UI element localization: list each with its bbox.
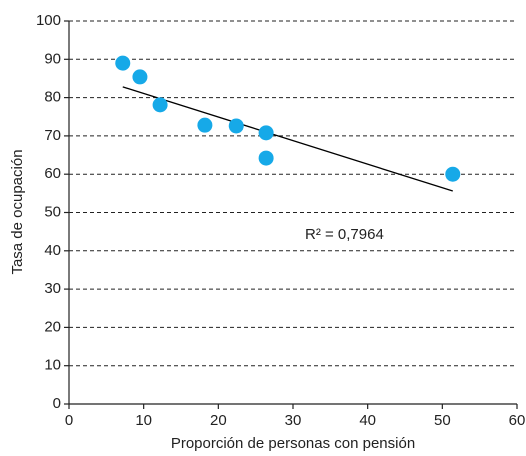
x-tick-label: 40 bbox=[359, 412, 376, 429]
point bbox=[258, 125, 274, 141]
y-tick-label: 90 bbox=[44, 50, 61, 67]
x-tick-label: 0 bbox=[65, 412, 73, 429]
x-tick-label: 50 bbox=[434, 412, 451, 429]
x-tick-label: 10 bbox=[135, 412, 152, 429]
r-squared-annotation: R² = 0,7964 bbox=[305, 226, 384, 243]
y-tick-label: 100 bbox=[36, 12, 61, 29]
point bbox=[258, 150, 274, 166]
y-tick-label: 10 bbox=[44, 357, 61, 374]
point bbox=[132, 69, 148, 85]
x-tick-label: 60 bbox=[509, 412, 526, 429]
point bbox=[197, 117, 213, 133]
y-tick-label: 30 bbox=[44, 280, 61, 297]
point bbox=[445, 166, 461, 182]
point bbox=[152, 97, 168, 113]
y-tick-label: 20 bbox=[44, 318, 61, 335]
x-tick-label: 20 bbox=[210, 412, 227, 429]
point bbox=[228, 118, 244, 134]
y-tick-label: 60 bbox=[44, 165, 61, 182]
x-axis-label: Proporción de personas con pensión bbox=[171, 435, 415, 452]
point bbox=[115, 55, 131, 71]
x-tick-label: 30 bbox=[285, 412, 302, 429]
y-tick-label: 80 bbox=[44, 89, 61, 106]
y-tick-label: 40 bbox=[44, 242, 61, 259]
y-tick-label: 70 bbox=[44, 127, 61, 144]
y-axis-label: Tasa de ocupación bbox=[9, 149, 26, 274]
trendline bbox=[122, 86, 453, 192]
y-tick-label: 0 bbox=[53, 395, 61, 412]
y-tick-label: 50 bbox=[44, 203, 61, 220]
